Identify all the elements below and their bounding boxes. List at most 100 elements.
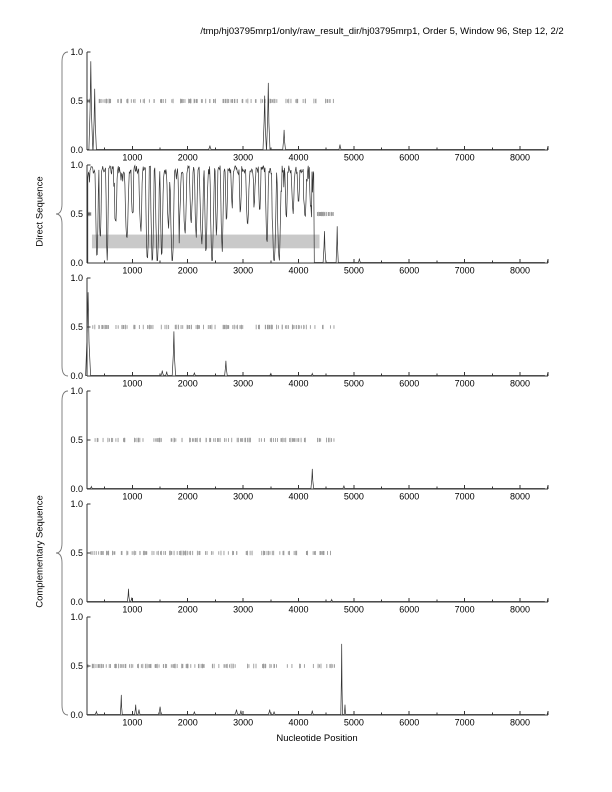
panel-4-complementary-frame-1: 1.0 0.5 0.0 1000 2000 3000 4000 5000 6000 7000 800… xyxy=(70,386,549,502)
mark-tick xyxy=(198,551,200,555)
mark-tick xyxy=(260,98,262,104)
mark-tick xyxy=(187,663,189,669)
mark-tick xyxy=(188,325,190,329)
mark-tick xyxy=(327,99,329,103)
mark-tick xyxy=(247,437,249,443)
x-tick-label: 5000 xyxy=(344,379,364,389)
mark-tick xyxy=(306,551,308,555)
mark-tick xyxy=(160,438,162,442)
mark-tick xyxy=(302,99,304,103)
mark-tick xyxy=(247,550,248,556)
x-tick-label: 7000 xyxy=(455,266,475,276)
x-tick-label: 7000 xyxy=(455,379,475,389)
mark-tick xyxy=(203,324,204,330)
mark-tick xyxy=(209,437,211,443)
mark-tick xyxy=(185,550,187,556)
mark-tick xyxy=(146,551,148,555)
mark-tick xyxy=(132,664,134,668)
mark-tick xyxy=(285,437,287,443)
mark-tick xyxy=(174,438,175,442)
mark-tick xyxy=(90,212,92,216)
mark-tick xyxy=(126,325,128,329)
mark-tick xyxy=(268,550,269,556)
mark-tick xyxy=(123,324,125,330)
signal-line xyxy=(87,468,545,489)
mark-tick xyxy=(100,550,102,556)
mark-tick xyxy=(117,325,119,329)
mark-tick xyxy=(317,437,318,443)
mark-tick xyxy=(119,664,121,668)
mark-tick xyxy=(101,664,103,668)
mark-tick xyxy=(320,212,322,216)
mark-tick xyxy=(304,98,306,104)
mark-tick xyxy=(295,438,297,442)
mark-tick xyxy=(248,664,250,668)
mark-tick xyxy=(305,551,307,555)
mark-tick xyxy=(240,438,241,442)
mark-tick xyxy=(269,438,271,442)
mark-tick xyxy=(189,437,191,443)
mark-tick xyxy=(166,664,168,668)
mark-tick xyxy=(300,325,302,329)
direct-sequence-brace xyxy=(55,51,69,377)
x-tick-label: 4000 xyxy=(288,718,308,728)
mark-tick xyxy=(331,438,332,442)
mark-tick xyxy=(236,99,238,103)
mark-tick xyxy=(298,325,300,329)
mark-tick xyxy=(262,663,264,669)
mark-tick xyxy=(260,438,262,442)
mark-tick xyxy=(304,437,306,443)
mark-tick xyxy=(186,324,188,330)
mark-tick xyxy=(142,550,144,556)
mark-tick xyxy=(214,437,216,443)
mark-tick xyxy=(296,98,298,104)
mark-tick xyxy=(162,664,164,668)
mark-tick xyxy=(313,98,315,104)
mark-tick xyxy=(227,325,229,329)
mark-tick xyxy=(326,99,328,103)
mark-tick xyxy=(102,324,103,330)
mark-tick xyxy=(265,664,267,668)
mark-tick xyxy=(181,663,183,669)
mark-tick xyxy=(196,550,198,556)
mark-tick xyxy=(293,550,295,556)
mark-tick xyxy=(205,437,207,443)
mark-tick xyxy=(188,98,190,104)
mark-tick xyxy=(200,99,202,103)
mark-tick xyxy=(322,212,324,216)
mark-tick xyxy=(228,99,230,103)
mark-tick xyxy=(287,99,289,103)
x-tick-label: 5000 xyxy=(344,266,364,276)
mark-tick xyxy=(326,663,328,669)
mark-tick xyxy=(297,98,299,104)
mark-tick xyxy=(267,324,269,330)
mark-tick xyxy=(199,325,201,329)
panel-1-direct-frame-1: 1.0 0.5 0.0 1000 2000 3000 4000 5000 6000 7000 800… xyxy=(70,47,549,163)
x-tick-label: 1000 xyxy=(122,492,142,502)
mark-tick xyxy=(276,99,278,103)
mark-tick xyxy=(223,664,225,668)
mark-tick xyxy=(111,437,112,443)
mark-tick xyxy=(106,550,107,556)
mark-tick xyxy=(285,98,287,104)
x-tick-label: 3000 xyxy=(233,379,253,389)
mark-tick xyxy=(292,324,293,330)
y-tick-label: 0.5 xyxy=(70,96,83,106)
mark-tick xyxy=(325,98,327,104)
mark-tick xyxy=(130,663,132,669)
mark-tick xyxy=(303,437,305,443)
mark-tick xyxy=(330,550,331,556)
mark-tick xyxy=(219,437,221,443)
y-tick-label: 0.0 xyxy=(70,484,83,494)
x-tick-label: 8000 xyxy=(510,718,530,728)
mark-tick xyxy=(333,325,335,329)
panel-axes xyxy=(86,51,549,151)
mark-tick xyxy=(193,438,195,442)
mark-tick xyxy=(320,551,322,555)
mark-tick xyxy=(189,437,191,443)
mark-tick xyxy=(101,324,103,330)
y-tick-label: 1.0 xyxy=(70,273,83,283)
mark-tick xyxy=(193,98,195,104)
mark-tick xyxy=(199,437,201,443)
